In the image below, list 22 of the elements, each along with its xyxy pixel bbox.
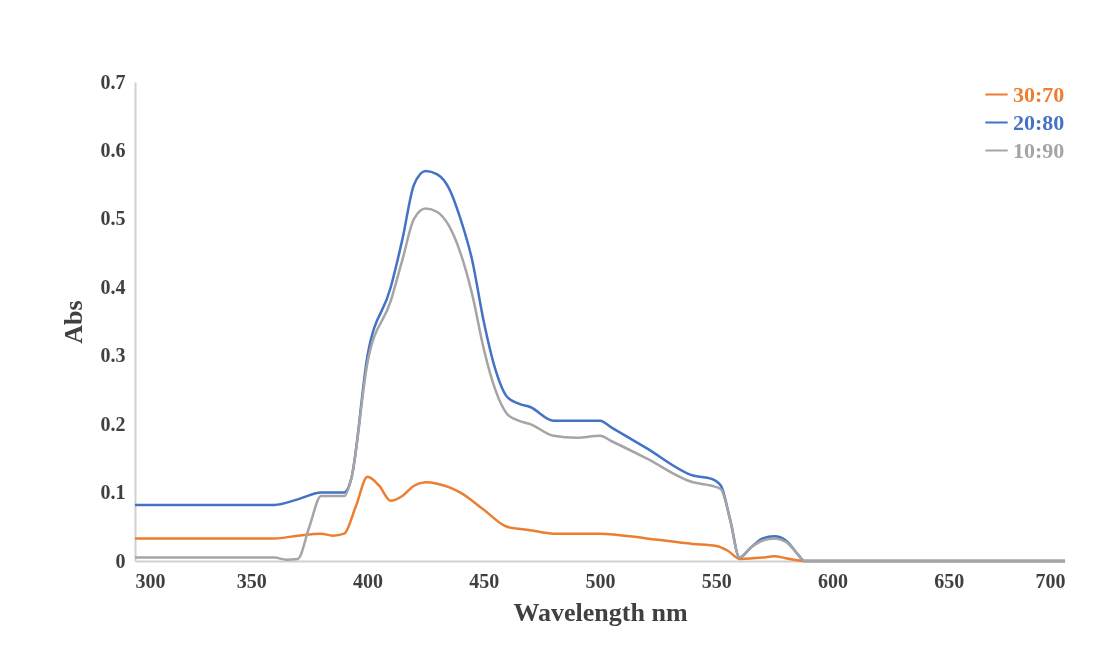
- y-tick-label: 0: [115, 549, 126, 572]
- y-tick-label: 0.3: [100, 344, 126, 367]
- x-tick-label: 600: [818, 569, 848, 592]
- x-tick-label: 350: [236, 569, 267, 592]
- x-tick-label: 450: [469, 569, 500, 592]
- legend-label: 30:70: [1013, 81, 1065, 107]
- legend-label: 20:80: [1013, 109, 1065, 135]
- x-tick-label: 700: [1035, 569, 1066, 592]
- y-tick-label: 0.6: [100, 138, 126, 161]
- x-axis-title: Wavelength nm: [513, 597, 688, 627]
- x-tick-label: 300: [135, 569, 166, 592]
- legend-label: 10:90: [1013, 137, 1065, 163]
- x-tick-label: 400: [353, 569, 383, 592]
- y-tick-label: 0.7: [100, 70, 126, 93]
- y-axis-title: Abs: [58, 300, 88, 344]
- y-tick-label: 0.1: [100, 481, 126, 504]
- x-tick-label: 500: [585, 569, 616, 592]
- x-tick-label: 650: [934, 569, 965, 592]
- y-tick-label: 0.5: [100, 207, 126, 230]
- x-tick-label: 550: [701, 569, 732, 592]
- y-tick-label: 0.2: [100, 412, 126, 435]
- y-tick-label: 0.4: [100, 275, 126, 298]
